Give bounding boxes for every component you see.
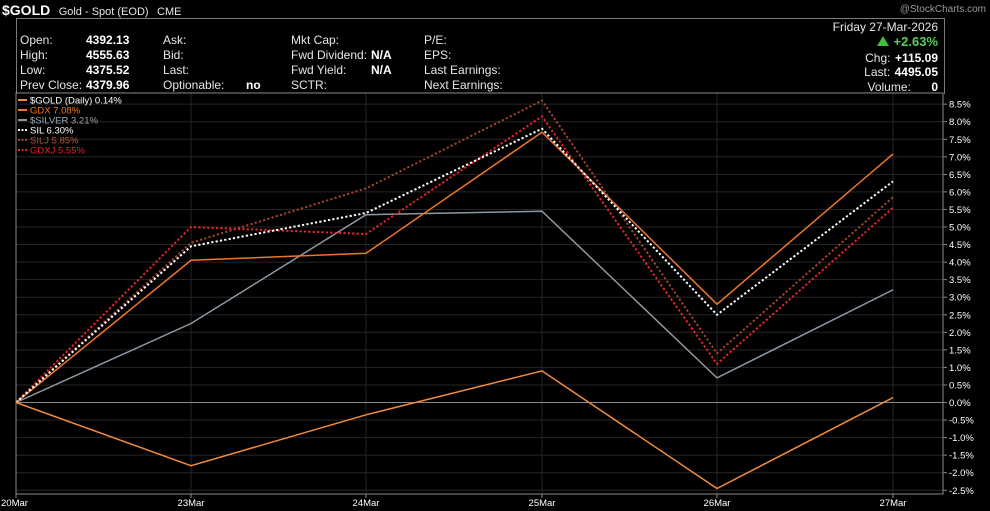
col3-label-0: Mkt Cap: [291,33,340,47]
y-tick-label: 6.0% [949,187,971,198]
volume-value: 0 [931,80,938,94]
x-tick-label: 26Mar [704,498,731,509]
y-tick-label: -0.5% [949,416,974,427]
legend-entry: SILJ 5.85% [30,136,79,147]
watermark: @StockCharts.com [899,4,986,15]
legend-entry: $GOLD (Daily) 0.14% [30,96,122,107]
col3-label-2: Fwd Yield: [291,63,347,77]
series-lines [15,99,894,490]
last-row: Last: 4495.05 [864,63,938,81]
up-triangle-icon [877,36,890,46]
y-axis: 8.5% 8.0% 7.5% 7.0% 6.5% 6.0% 5.5% 5.0% 4.5% 4.0%… [943,100,974,497]
col3-value-2: N/A [371,63,392,77]
col4-label-0: P/E: [424,33,447,47]
col2-label-3: Optionable: [163,78,225,92]
col1-label-0: Open: [20,33,53,47]
series-line-3 [15,127,894,404]
col1-value-0: 4392.13 [86,33,130,47]
x-tick-label: 24Mar [353,498,380,509]
series-line-4 [15,99,894,404]
y-tick-label: 7.5% [949,135,971,146]
y-tick-label: 5.0% [949,223,971,234]
symbol-description: Gold - Spot (EOD) [58,6,149,18]
change-percent: +2.63% [893,34,938,49]
legend: $GOLD (Daily) 0.14%GDX 7.08%$SILVER 3.21… [18,96,122,157]
legend-entry: GDXJ 5.55% [30,146,85,157]
y-tick-label: 3.0% [949,293,971,304]
chg-row: Chg: +115.09 [865,49,938,67]
col2-label-0: Ask: [163,33,187,47]
y-tick-label: 0.5% [949,380,971,391]
x-tick-label: 25Mar [529,498,556,509]
grid [15,93,943,494]
y-tick-label: 5.5% [949,205,971,216]
col1-label-1: High: [20,48,49,62]
legend-entry: SIL 6.30% [30,126,74,137]
change-percent-row: +2.63% [877,33,938,51]
series-line-5 [15,115,894,404]
col3-label-3: SCTR: [291,78,327,92]
quote-panel [16,18,945,94]
col1-value-3: 4379.96 [86,78,130,92]
y-tick-label: -2.5% [949,486,974,497]
y-tick-label: -1.5% [949,451,974,462]
col2-label-1: Bid: [163,48,184,62]
x-axis: 20Mar 23Mar 24Mar 25Mar 26Mar 27Mar [1,494,906,509]
y-tick-label: 2.5% [949,310,971,321]
col1-label-2: Low: [20,63,46,77]
col1-value-1: 4555.63 [86,48,130,62]
col4-label-2: Last Earnings: [424,63,501,77]
series-line-0 [15,370,894,490]
y-tick-label: 0.0% [949,398,971,409]
last-value: 4495.05 [894,65,938,79]
col2-value-3: no [246,78,261,92]
last-label: Last: [864,65,891,79]
col1-label-3: Prev Close: [20,78,83,92]
col3-value-1: N/A [371,48,392,62]
y-tick-label: -2.0% [949,468,974,479]
y-tick-label: 3.5% [949,275,971,286]
symbol-title: $GOLD [2,2,51,18]
col1-value-2: 4375.52 [86,63,130,77]
y-tick-label: 7.0% [949,152,971,163]
y-tick-label: 6.5% [949,170,971,181]
y-tick-label: 1.0% [949,363,971,374]
series-line-2 [15,210,894,404]
x-tick-label: 23Mar [178,498,205,509]
y-tick-label: -1.0% [949,433,974,444]
y-tick-label: 4.0% [949,258,971,269]
y-tick-label: 8.5% [949,100,971,111]
y-tick-label: 2.0% [949,328,971,339]
x-tick-label: 27Mar [880,498,907,509]
legend-entry: GDX 7.08% [30,106,81,117]
volume-row: Volume: 0 [868,78,939,96]
col3-label-1: Fwd Dividend: [291,48,368,62]
col4-label-1: EPS: [424,48,452,62]
x-tick-label: 20Mar [1,498,28,509]
col2-label-2: Last: [163,63,190,77]
y-tick-label: 4.5% [949,240,971,251]
title-bar: $GOLD Gold - Spot (EOD) CME [2,2,181,20]
col4-label-3: Next Earnings: [424,78,503,92]
series-line-1 [15,131,894,404]
exchange-label: CME [157,6,182,18]
y-tick-label: 8.0% [949,117,971,128]
chg-value: +115.09 [894,51,938,65]
volume-label: Volume: [867,80,911,94]
quote-date: Friday 27-Mar-2026 [832,20,938,34]
legend-entry: $SILVER 3.21% [30,116,99,127]
chg-label: Chg: [865,51,891,65]
plot-frame [15,92,944,495]
y-tick-label: 1.5% [949,345,971,356]
